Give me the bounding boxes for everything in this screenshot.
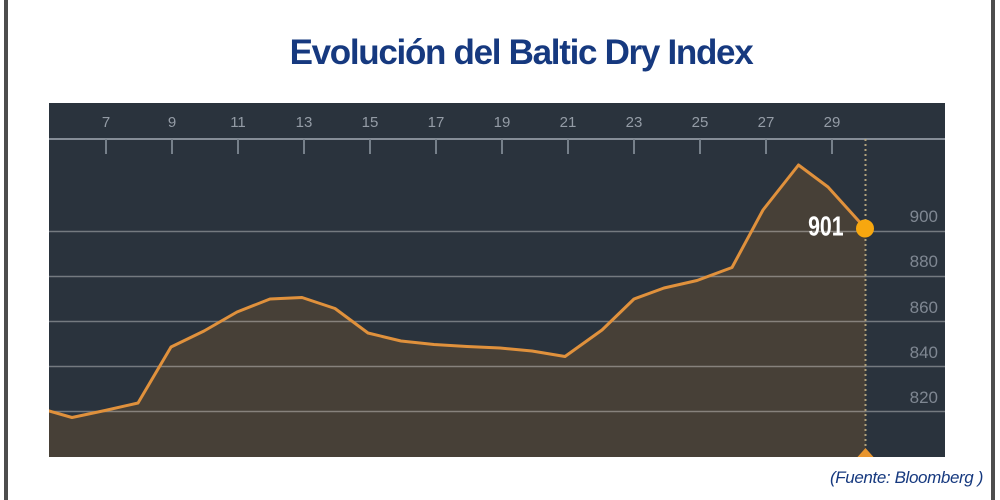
svg-text:27: 27 — [758, 114, 775, 131]
svg-text:880: 880 — [910, 252, 938, 271]
svg-text:15: 15 — [362, 114, 379, 131]
svg-text:840: 840 — [910, 343, 938, 362]
svg-text:900: 900 — [910, 207, 938, 226]
svg-text:25: 25 — [692, 114, 709, 131]
svg-text:29: 29 — [824, 114, 841, 131]
svg-text:23: 23 — [626, 114, 643, 131]
svg-text:21: 21 — [560, 114, 577, 131]
svg-text:7: 7 — [102, 114, 110, 131]
svg-text:820: 820 — [910, 388, 938, 407]
svg-text:19: 19 — [494, 114, 511, 131]
svg-text:9: 9 — [168, 114, 176, 131]
svg-text:860: 860 — [910, 298, 938, 317]
svg-text:901: 901 — [808, 211, 844, 242]
svg-text:17: 17 — [428, 114, 445, 131]
svg-text:13: 13 — [296, 114, 313, 131]
svg-text:11: 11 — [230, 114, 246, 131]
